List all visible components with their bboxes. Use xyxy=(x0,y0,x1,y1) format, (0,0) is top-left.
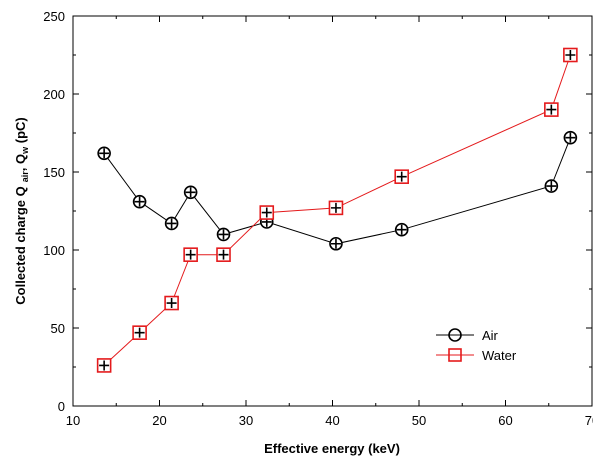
error-bar-air xyxy=(330,238,341,249)
y-axis-title-sep: , Q xyxy=(13,154,28,171)
x-tick-label: 60 xyxy=(498,413,512,428)
y-axis-title-sub-air: air xyxy=(20,171,30,183)
error-bar-water xyxy=(218,249,229,260)
error-bar-water xyxy=(99,360,110,371)
y-axis-title: Collected charge Q air, Qw (pC) xyxy=(13,117,30,304)
legend-water-label: Water xyxy=(482,348,517,363)
y-axis-title-main: Collected charge Q xyxy=(13,186,28,304)
y-tick-label: 250 xyxy=(43,9,65,24)
error-bar-water xyxy=(166,298,177,309)
series-water-line xyxy=(103,54,571,366)
error-bar-air xyxy=(565,132,576,143)
error-bar-air xyxy=(134,196,145,207)
error-bar-water xyxy=(185,249,196,260)
x-tick-label: 70 xyxy=(585,413,593,428)
error-bar-water xyxy=(261,207,272,218)
x-tick-label: 10 xyxy=(66,413,80,428)
x-tick-label: 20 xyxy=(152,413,166,428)
error-bar-water xyxy=(565,50,576,60)
x-axis-title: Effective energy (keV) xyxy=(264,441,400,456)
series-water xyxy=(96,47,578,373)
error-bar-water xyxy=(330,202,341,213)
error-bar-air xyxy=(396,224,407,235)
error-bar-water xyxy=(396,171,407,182)
error-bar-air xyxy=(166,218,177,229)
legend-water-marker xyxy=(448,348,462,362)
axis-ticks: 10 20 30 40 50 60 70 0 50 100 150 200 250 xyxy=(43,9,593,428)
y-tick-label: 0 xyxy=(58,399,65,414)
error-bar-water xyxy=(546,104,557,115)
x-tick-label: 30 xyxy=(239,413,253,428)
legend-air-label: Air xyxy=(482,328,499,343)
error-bar-air xyxy=(546,181,557,192)
legend-air-marker xyxy=(448,328,462,342)
y-tick-label: 150 xyxy=(43,165,65,180)
y-tick-label: 100 xyxy=(43,243,65,258)
x-tick-label: 40 xyxy=(325,413,339,428)
y-tick-label: 50 xyxy=(51,321,65,336)
y-axis-title-sub-w: w xyxy=(20,146,30,155)
y-tick-label: 200 xyxy=(43,87,65,102)
series-air-line xyxy=(103,137,571,245)
legend: Air Water xyxy=(436,328,517,363)
error-bar-air xyxy=(185,187,196,198)
error-bar-air xyxy=(99,148,110,159)
y-axis-title-unit: (pC) xyxy=(13,117,28,147)
series-layer xyxy=(96,47,578,373)
series-air xyxy=(97,130,578,251)
error-bar-air xyxy=(218,229,229,240)
x-tick-label: 50 xyxy=(412,413,426,428)
error-bar-water xyxy=(134,327,145,338)
